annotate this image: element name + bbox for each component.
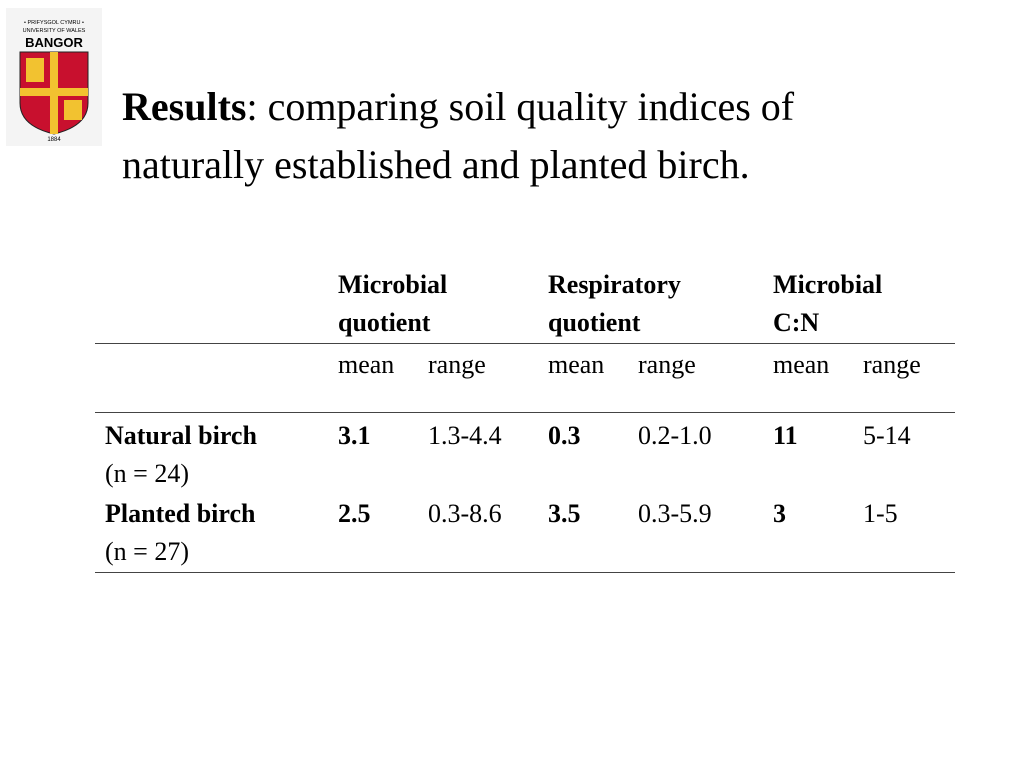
logo-line: • PRIFYSGOL CYMRU • xyxy=(24,20,84,26)
group-header: C:N xyxy=(773,308,820,337)
university-logo: • PRIFYSGOL CYMRU • UNIVERSITY OF WALES … xyxy=(6,8,102,146)
group-header: quotient xyxy=(338,308,431,337)
shield-quarter xyxy=(64,100,82,120)
sub-header: range xyxy=(863,350,921,379)
range-value: 1-5 xyxy=(863,499,898,528)
group-header: Microbial xyxy=(773,270,883,299)
sub-header: mean xyxy=(338,350,395,379)
table-rule xyxy=(95,572,955,573)
group-header: quotient xyxy=(548,308,641,337)
sub-header: mean xyxy=(548,350,605,379)
row-label: Natural birch xyxy=(105,421,257,450)
mean-value: 0.3 xyxy=(548,421,581,450)
range-value: 1.3-4.4 xyxy=(428,421,502,450)
shield-quarter xyxy=(26,58,44,82)
sub-header: range xyxy=(638,350,696,379)
slide-title: Results: comparing soil quality indices … xyxy=(122,78,794,194)
logo-line: UNIVERSITY OF WALES xyxy=(23,28,86,34)
mean-value: 11 xyxy=(773,421,798,450)
range-value: 0.3-5.9 xyxy=(638,499,712,528)
range-value: 0.3-8.6 xyxy=(428,499,502,528)
mean-value: 3.5 xyxy=(548,499,581,528)
range-value: 5-14 xyxy=(863,421,911,450)
table-rule xyxy=(95,343,955,344)
title-bold: Results xyxy=(122,84,247,129)
group-header: Respiratory xyxy=(548,270,681,299)
mean-value: 2.5 xyxy=(338,499,371,528)
shield-cross xyxy=(20,52,88,134)
row-label: Planted birch xyxy=(105,499,256,528)
sub-header: range xyxy=(428,350,486,379)
title-text: naturally established and planted birch. xyxy=(122,142,750,187)
range-value: 0.2-1.0 xyxy=(638,421,712,450)
title-text: : comparing soil quality indices of xyxy=(246,84,795,129)
sub-header: mean xyxy=(773,350,830,379)
row-count: (n = 24) xyxy=(105,459,189,488)
logo-year: 1884 xyxy=(47,137,61,143)
group-header: Microbial xyxy=(338,270,448,299)
table-rule xyxy=(95,412,955,413)
mean-value: 3.1 xyxy=(338,421,371,450)
mean-value: 3 xyxy=(773,499,786,528)
logo-name: BANGOR xyxy=(25,35,83,50)
row-count: (n = 27) xyxy=(105,537,189,566)
